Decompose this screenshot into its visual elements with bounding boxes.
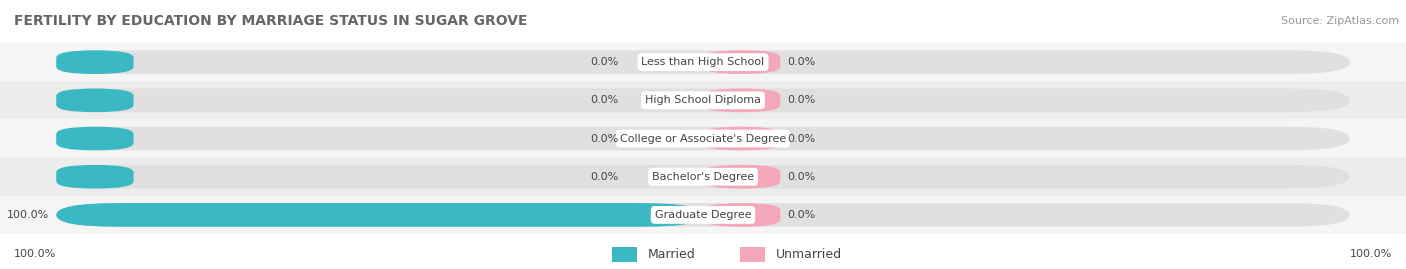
FancyBboxPatch shape bbox=[56, 165, 1350, 189]
Text: 0.0%: 0.0% bbox=[787, 95, 815, 105]
Text: High School Diploma: High School Diploma bbox=[645, 95, 761, 105]
FancyBboxPatch shape bbox=[703, 89, 780, 112]
FancyBboxPatch shape bbox=[56, 89, 134, 112]
Bar bbox=[0, 158, 1406, 196]
Text: 0.0%: 0.0% bbox=[591, 57, 619, 67]
Text: 0.0%: 0.0% bbox=[591, 95, 619, 105]
Bar bbox=[0, 196, 1406, 234]
Text: 0.0%: 0.0% bbox=[787, 210, 815, 220]
Text: Less than High School: Less than High School bbox=[641, 57, 765, 67]
Bar bbox=[0, 119, 1406, 158]
FancyBboxPatch shape bbox=[703, 127, 780, 150]
FancyBboxPatch shape bbox=[703, 50, 780, 74]
FancyBboxPatch shape bbox=[703, 165, 780, 189]
Text: 0.0%: 0.0% bbox=[591, 133, 619, 144]
FancyBboxPatch shape bbox=[56, 89, 1350, 112]
Text: Source: ZipAtlas.com: Source: ZipAtlas.com bbox=[1281, 16, 1399, 26]
Bar bbox=[612, 247, 637, 262]
Bar bbox=[0, 81, 1406, 119]
Text: Graduate Degree: Graduate Degree bbox=[655, 210, 751, 220]
Text: Bachelor's Degree: Bachelor's Degree bbox=[652, 172, 754, 182]
FancyBboxPatch shape bbox=[56, 165, 134, 189]
FancyBboxPatch shape bbox=[56, 50, 134, 74]
FancyBboxPatch shape bbox=[56, 50, 1350, 74]
Text: 0.0%: 0.0% bbox=[787, 172, 815, 182]
Bar bbox=[740, 247, 765, 262]
Text: 100.0%: 100.0% bbox=[1350, 249, 1392, 259]
Text: 100.0%: 100.0% bbox=[14, 249, 56, 259]
Text: FERTILITY BY EDUCATION BY MARRIAGE STATUS IN SUGAR GROVE: FERTILITY BY EDUCATION BY MARRIAGE STATU… bbox=[14, 14, 527, 28]
Text: Married: Married bbox=[648, 248, 696, 261]
Text: College or Associate's Degree: College or Associate's Degree bbox=[620, 133, 786, 144]
Text: Unmarried: Unmarried bbox=[776, 248, 842, 261]
FancyBboxPatch shape bbox=[703, 203, 780, 227]
FancyBboxPatch shape bbox=[56, 203, 1350, 227]
Text: 100.0%: 100.0% bbox=[7, 210, 49, 220]
Text: 0.0%: 0.0% bbox=[787, 57, 815, 67]
Text: 0.0%: 0.0% bbox=[591, 172, 619, 182]
FancyBboxPatch shape bbox=[56, 127, 1350, 150]
FancyBboxPatch shape bbox=[56, 127, 134, 150]
FancyBboxPatch shape bbox=[56, 203, 703, 227]
Text: 0.0%: 0.0% bbox=[787, 133, 815, 144]
Bar bbox=[0, 43, 1406, 81]
